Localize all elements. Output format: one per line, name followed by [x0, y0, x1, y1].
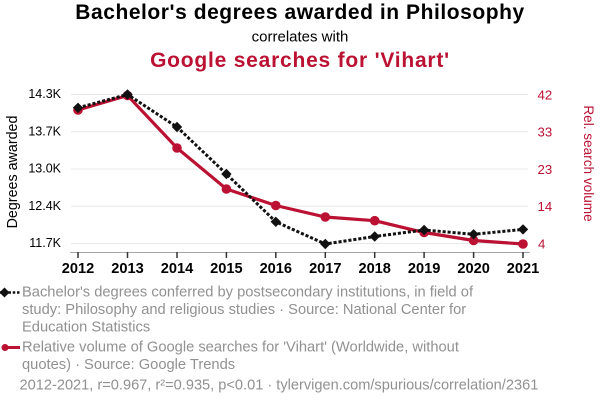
- svg-text:2014: 2014: [161, 261, 194, 277]
- svg-text:4: 4: [538, 236, 545, 251]
- svg-text:Rel. search volume: Rel. search volume: [581, 105, 596, 221]
- svg-text:Bachelor's degrees conferred b: Bachelor's degrees conferred by postseco…: [22, 285, 474, 301]
- svg-text:quotes) · Source: Google Trend: quotes) · Source: Google Trends: [22, 357, 235, 373]
- svg-text:Degrees awarded: Degrees awarded: [5, 116, 21, 229]
- svg-text:42: 42: [538, 88, 553, 103]
- svg-text:2019: 2019: [408, 261, 440, 277]
- svg-text:14.3K: 14.3K: [28, 87, 61, 101]
- svg-text:2018: 2018: [358, 261, 390, 277]
- svg-text:13.0K: 13.0K: [28, 162, 61, 176]
- svg-text:2017: 2017: [309, 261, 341, 277]
- svg-text:Bachelor's degrees awarded in: Bachelor's degrees awarded in Philosophy: [75, 1, 524, 24]
- svg-text:Relative volume of Google sear: Relative volume of Google searches for '…: [22, 340, 459, 356]
- svg-text:12.4K: 12.4K: [28, 199, 61, 213]
- svg-text:14: 14: [538, 199, 553, 214]
- svg-text:study: Philosophy and religiou: study: Philosophy and religious studies …: [22, 302, 466, 318]
- svg-text:11.7K: 11.7K: [29, 236, 61, 250]
- svg-text:2021: 2021: [507, 261, 539, 277]
- svg-text:2016: 2016: [260, 261, 292, 277]
- svg-text:Education Statistics: Education Statistics: [22, 320, 150, 336]
- svg-text:13.7K: 13.7K: [28, 124, 61, 138]
- svg-text:Google searches for 'Vihart': Google searches for 'Vihart': [150, 49, 450, 72]
- svg-text:correlates with: correlates with: [252, 29, 349, 46]
- svg-text:33: 33: [538, 125, 553, 140]
- svg-text:2013: 2013: [111, 261, 143, 277]
- svg-text:2012-2021, r=0.967, r²=0.935,: 2012-2021, r=0.967, r²=0.935, p<0.01 · t…: [20, 378, 539, 394]
- svg-text:2020: 2020: [457, 261, 489, 277]
- svg-text:2012: 2012: [62, 261, 94, 277]
- svg-text:23: 23: [538, 162, 553, 177]
- svg-text:2015: 2015: [210, 261, 242, 277]
